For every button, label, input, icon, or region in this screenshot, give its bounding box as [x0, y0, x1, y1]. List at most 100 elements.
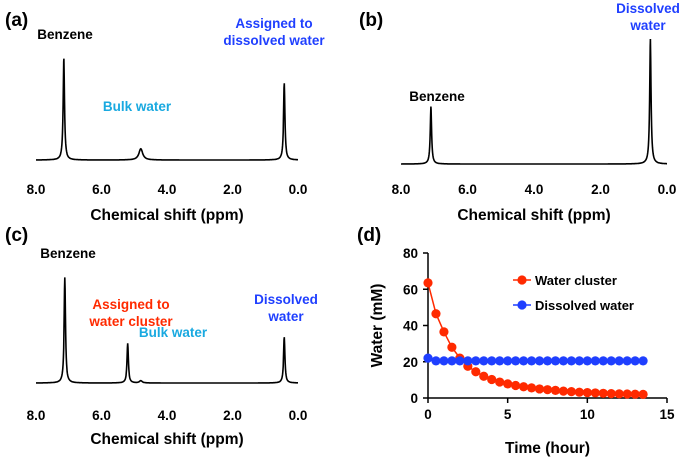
peak-annotation: Assigned to — [92, 297, 169, 312]
peak-annotation: Benzene — [40, 246, 96, 261]
data-point — [614, 356, 624, 366]
data-point — [479, 356, 489, 366]
data-point — [431, 356, 441, 366]
panel-d: (d) 0 5 10 15 0 20 40 60 80 Time (hour) Water (mM)… — [345, 225, 685, 461]
legend-marker — [517, 300, 527, 310]
spectrum-line — [36, 58, 298, 161]
peak-annotation: Benzene — [37, 27, 93, 42]
x-axis-label: Chemical shift (ppm) — [90, 207, 243, 224]
chart-a: 8.0 6.0 4.0 2.0 0.0 Chemical shift (ppm) Benze… — [27, 16, 326, 224]
x-tick-label: 4.0 — [158, 182, 177, 197]
x-tick-label: 6.0 — [92, 182, 111, 197]
x-tick-label: 6.0 — [458, 182, 477, 197]
panel-label-b: (b) — [359, 10, 384, 31]
data-point — [503, 356, 513, 366]
data-point — [463, 356, 473, 366]
x-axis-label: Chemical shift (ppm) — [90, 431, 243, 448]
peak-annotation: Dissolved — [254, 292, 318, 307]
data-point — [526, 356, 537, 366]
x-tick-label: 4.0 — [525, 182, 544, 197]
chart-b: 8.0 6.0 4.0 2.0 0.0 Chemical shift (ppm) Benze… — [392, 1, 680, 224]
data-point — [439, 356, 449, 366]
x-tick-label: 5 — [504, 407, 512, 422]
data-point — [534, 356, 545, 366]
peak-annotation: water cluster — [88, 314, 173, 329]
data-point — [566, 356, 576, 366]
data-point — [542, 385, 553, 395]
chart-d: 0 5 10 15 0 20 40 60 80 Time (hour) Water (mM) Wate… — [369, 246, 675, 457]
data-point — [455, 356, 465, 366]
x-tick-label: 8.0 — [392, 182, 411, 197]
data-point — [606, 389, 616, 399]
data-point — [582, 387, 592, 398]
data-point — [622, 356, 632, 366]
data-point — [503, 379, 513, 389]
data-point — [471, 367, 481, 377]
x-tick-label: 0.0 — [289, 408, 308, 423]
y-tick-label: 40 — [403, 319, 418, 334]
data-point — [526, 383, 537, 393]
data-point — [606, 356, 616, 366]
data-point — [558, 356, 569, 366]
data-point — [511, 380, 521, 391]
data-point — [519, 356, 529, 366]
data-point — [598, 356, 608, 366]
y-tick-label: 80 — [403, 246, 418, 261]
x-tick-label: 8.0 — [27, 408, 46, 423]
data-point — [590, 356, 600, 366]
peak-annotation: Benzene — [409, 89, 465, 104]
panel-c: (c) 8.0 6.0 4.0 2.0 0.0 Chemical shift (ppm) B… — [0, 225, 345, 461]
x-tick-label: 0.0 — [289, 182, 308, 197]
x-tick-label: 0 — [424, 407, 432, 422]
data-point — [590, 388, 600, 398]
data-point — [550, 356, 561, 366]
data-point — [574, 387, 584, 397]
peak-annotation: water — [629, 18, 666, 33]
x-tick-label: 0.0 — [658, 182, 677, 197]
data-point — [638, 356, 648, 366]
panel-label-c: (c) — [5, 225, 29, 246]
data-point — [439, 327, 449, 337]
data-point — [423, 353, 433, 363]
x-axis-label: Time (hour) — [505, 440, 590, 457]
data-point — [566, 387, 576, 397]
data-point — [495, 377, 505, 387]
data-point — [487, 356, 497, 366]
panel-b: (b) 8.0 6.0 4.0 2.0 0.0 Chemical shift (ppm) B… — [345, 0, 685, 230]
chart-c: 8.0 6.0 4.0 2.0 0.0 Chemical shift (ppm) Benze… — [27, 246, 318, 448]
data-point — [630, 389, 640, 399]
data-point — [447, 342, 457, 352]
data-point — [574, 356, 584, 366]
peak-annotation: Bulk water — [103, 99, 172, 114]
data-point — [511, 356, 521, 366]
y-tick-label: 60 — [403, 282, 418, 297]
data-point — [582, 356, 592, 366]
data-point — [471, 356, 481, 366]
data-point — [638, 389, 648, 399]
data-point — [495, 356, 505, 366]
legend-label: Water cluster — [535, 273, 617, 288]
spectrum-line — [401, 38, 667, 165]
legend-marker — [517, 275, 527, 285]
data-point — [519, 382, 529, 392]
x-tick-label: 6.0 — [92, 408, 111, 423]
x-tick-label: 15 — [659, 407, 675, 422]
x-tick-label: 2.0 — [223, 408, 242, 423]
y-axis-label: Water (mM) — [369, 284, 386, 368]
data-point — [447, 356, 457, 366]
x-tick-label: 4.0 — [158, 408, 177, 423]
data-point — [423, 278, 433, 288]
data-point — [479, 371, 489, 381]
legend-label: Dissolved water — [535, 298, 634, 313]
y-tick-label: 0 — [410, 391, 418, 406]
data-point — [550, 385, 561, 395]
x-tick-label: 10 — [580, 407, 595, 422]
spectrum-line — [36, 277, 298, 384]
data-point — [431, 309, 441, 319]
peak-annotation: Assigned to — [235, 16, 312, 31]
x-axis-label: Chemical shift (ppm) — [457, 207, 610, 224]
data-point — [614, 389, 624, 399]
peak-annotation: Dissolved — [616, 1, 680, 16]
panel-a: (a) 8.0 6.0 4.0 2.0 0.0 Chemical shift (ppm) B… — [0, 0, 345, 230]
x-tick-label: 2.0 — [223, 182, 242, 197]
